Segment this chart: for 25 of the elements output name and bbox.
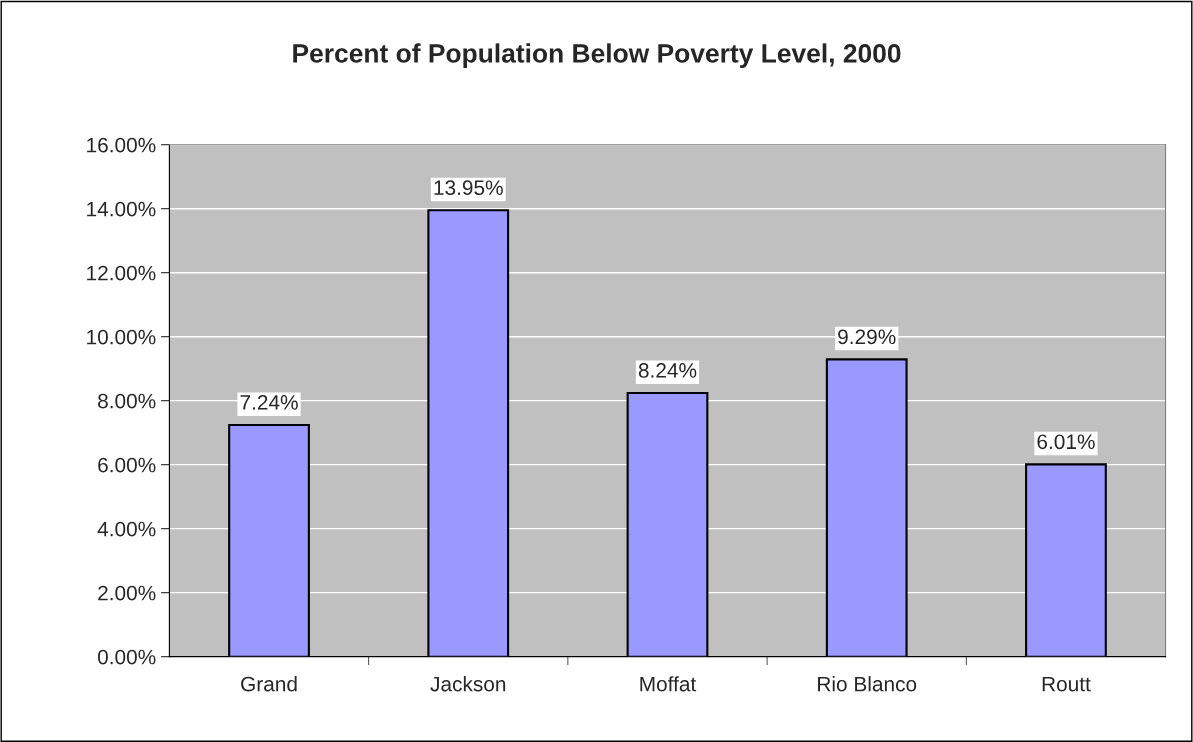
y-tick-label: 10.00% [87, 329, 156, 345]
x-tick-label: Jackson [430, 676, 506, 692]
x-tick-label: Routt [1042, 676, 1091, 692]
bar [228, 423, 310, 657]
y-tick-label: 8.00% [98, 393, 156, 409]
y-tick-label: 12.00% [87, 265, 156, 281]
bar [1025, 463, 1107, 657]
y-tick-label: 0.00% [97, 649, 156, 665]
data-label: 9.29% [838, 329, 896, 345]
chart-title: Percent of Population Below Poverty Level, 2000 [293, 43, 901, 68]
data-label: 13.95% [434, 180, 503, 196]
x-tick-label: Grand [241, 676, 297, 692]
bar [825, 358, 908, 657]
x-tick-label: Rio Blanco [818, 676, 917, 692]
data-label: 7.24% [240, 395, 298, 410]
data-label: 6.01% [1037, 434, 1095, 450]
y-tick-label: 6.00% [98, 457, 156, 473]
x-tick-label: Moffat [640, 676, 697, 692]
y-tick-label: 16.00% [87, 137, 156, 153]
y-tick-label: 2.00% [98, 585, 156, 601]
bar [427, 209, 510, 657]
y-tick-label: 4.00% [97, 521, 156, 537]
data-label: 8.24% [638, 363, 697, 378]
y-tick-label: 14.00% [87, 201, 156, 217]
bar [626, 391, 709, 657]
